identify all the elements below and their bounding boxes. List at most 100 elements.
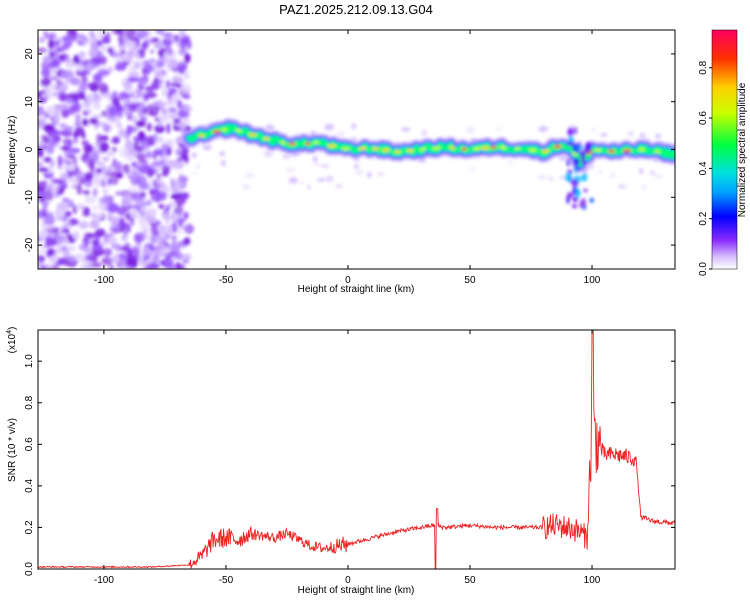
noise-blob (38, 181, 47, 192)
ridge-hotspot (305, 142, 311, 146)
noise-blob (649, 170, 656, 176)
colorbar-tick-label: 0.6 (698, 111, 709, 125)
noise-blob (140, 205, 148, 213)
noise-blob (115, 243, 122, 252)
disturbance-blob (581, 173, 588, 182)
noise-blob (64, 60, 76, 68)
noise-blob (156, 73, 168, 78)
noise-blob (192, 172, 197, 176)
noise-blob (40, 77, 52, 87)
noise-blob (335, 184, 343, 189)
noise-blob (60, 70, 68, 79)
noise-blob (82, 118, 89, 127)
noise-blob (115, 172, 124, 179)
noise-blob (42, 124, 55, 132)
noise-blob (138, 181, 150, 190)
disturbance-blob (565, 172, 572, 183)
x-tick-label: -100 (94, 575, 114, 586)
noise-blob (139, 252, 144, 261)
noise-blob (146, 38, 155, 45)
noise-blob (161, 143, 168, 154)
noise-blob (118, 128, 127, 139)
snr-axes: -100 -50 0 50 100 0.0 0.2 0.4 0.6 0.8 1.0 (24, 330, 675, 586)
ridge-hotspot (480, 146, 490, 150)
noise-blob (38, 255, 46, 262)
noise-blob (165, 216, 170, 225)
snr-content (38, 330, 675, 569)
y-tick-label: 0.6 (24, 437, 35, 451)
spectrogram-content (38, 30, 675, 269)
ridge-hotspot (358, 147, 367, 151)
noise-blob (64, 125, 74, 132)
noise-blob (69, 77, 81, 86)
noise-blob (147, 111, 159, 117)
noise-blob (90, 261, 102, 269)
noise-blob (38, 47, 47, 54)
noise-blob (184, 53, 191, 63)
noise-blob (165, 47, 173, 55)
noise-blob (106, 151, 115, 156)
noise-blob (74, 126, 85, 136)
noise-blob (112, 157, 117, 165)
noise-blob (137, 130, 145, 140)
noise-blob (140, 141, 147, 149)
noise-blob (175, 179, 183, 188)
noise-blob (82, 110, 90, 117)
ridge-hotspot (263, 137, 270, 141)
noise-blob (95, 122, 107, 127)
noise-blob (61, 197, 70, 203)
noise-blob (133, 233, 142, 244)
noise-blob (653, 174, 664, 179)
disturbance-blob (567, 141, 573, 147)
noise-blob (135, 105, 143, 114)
noise-blob (641, 184, 647, 190)
noise-blob (107, 236, 118, 244)
disturbance-blob (589, 197, 595, 204)
noise-blob (161, 257, 174, 268)
noise-blob (38, 37, 45, 44)
colorbar-tick-label: 0.8 (698, 60, 709, 74)
noise-blob (148, 58, 157, 64)
noise-blob (154, 258, 162, 265)
noise-blob (89, 84, 99, 92)
noise-blob (153, 144, 161, 150)
noise-blob (80, 101, 88, 109)
noise-blob (48, 264, 60, 269)
noise-blob (123, 227, 129, 236)
ridge-band-3 (186, 123, 675, 168)
noise-blob (548, 176, 554, 181)
noise-blob (92, 205, 98, 211)
noise-blob (59, 225, 65, 233)
noise-blob (38, 249, 47, 254)
noise-blob (145, 199, 152, 206)
noise-blob (177, 160, 185, 167)
noise-blob (75, 37, 84, 42)
noise-blob (45, 238, 58, 247)
colorbar-frame (711, 29, 738, 270)
noise-blob (110, 176, 119, 186)
noise-blob (76, 184, 83, 195)
noise-blob (176, 227, 184, 235)
noise-blob (82, 206, 87, 218)
noise-blob (164, 101, 172, 106)
noise-blob (313, 163, 321, 167)
disturbance-blob (585, 141, 592, 149)
noise-blob (119, 256, 126, 268)
noise-blob (180, 253, 192, 260)
noise-blob (99, 135, 109, 142)
noise-blob (103, 123, 111, 133)
x-tick-label: 50 (464, 575, 476, 586)
y-tick-label: -20 (24, 237, 35, 252)
signal-ridge (181, 118, 675, 210)
noise-blob (159, 251, 168, 257)
noise-blob (41, 93, 47, 99)
noise-blob (600, 133, 608, 137)
noise-blob (136, 30, 149, 39)
noise-blob (170, 194, 180, 199)
noise-blob (72, 155, 78, 166)
noise-blob (46, 144, 55, 154)
noise-blob (44, 156, 52, 163)
noise-blob (75, 65, 84, 72)
noise-blob (351, 123, 357, 130)
ridge-hotspot (327, 144, 337, 148)
